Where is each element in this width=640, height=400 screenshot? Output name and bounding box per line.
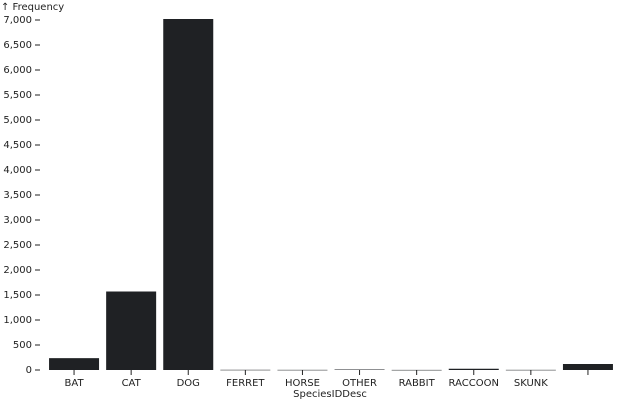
y-tick-label: 1,500 — [3, 290, 32, 301]
x-tick-label: CAT — [122, 378, 142, 389]
bar — [106, 291, 157, 370]
x-tick-label: SKUNK — [514, 378, 548, 389]
bar — [505, 369, 556, 371]
x-tick-label: BAT — [65, 378, 85, 389]
y-tick-label: 3,000 — [3, 215, 32, 226]
y-tick-label: 6,000 — [3, 65, 32, 76]
bar — [448, 368, 499, 370]
x-tick-label: RACCOON — [449, 378, 499, 389]
x-axis-label: SpeciesIDDesc — [293, 389, 367, 400]
y-axis-label: ↑ Frequency — [1, 2, 64, 13]
x-tick-label: DOG — [177, 378, 200, 389]
y-tick-label: 2,000 — [3, 265, 32, 276]
bar — [391, 369, 442, 371]
y-tick-label: 6,500 — [3, 40, 32, 51]
y-tick-label: 5,000 — [3, 115, 32, 126]
y-tick-label: 4,000 — [3, 165, 32, 176]
y-tick-label: 4,500 — [3, 140, 32, 151]
y-tick-label: 3,500 — [3, 190, 32, 201]
y-tick-label: 2,500 — [3, 240, 32, 251]
x-tick-label: HORSE — [285, 378, 320, 389]
y-tick-label: 1,000 — [3, 315, 32, 326]
y-tick-label: 7,000 — [3, 15, 32, 26]
bar — [220, 369, 271, 371]
bar — [49, 358, 100, 370]
x-tick-label: OTHER — [342, 378, 377, 389]
bar — [334, 369, 385, 370]
bar — [277, 369, 328, 371]
bar — [163, 19, 214, 370]
x-tick-label: RABBIT — [399, 378, 436, 389]
y-tick-label: 500 — [13, 340, 32, 351]
x-tick-label: FERRET — [226, 378, 265, 389]
bar — [562, 364, 613, 370]
y-tick-label: 5,500 — [3, 90, 32, 101]
y-tick-label: 0 — [26, 365, 32, 376]
